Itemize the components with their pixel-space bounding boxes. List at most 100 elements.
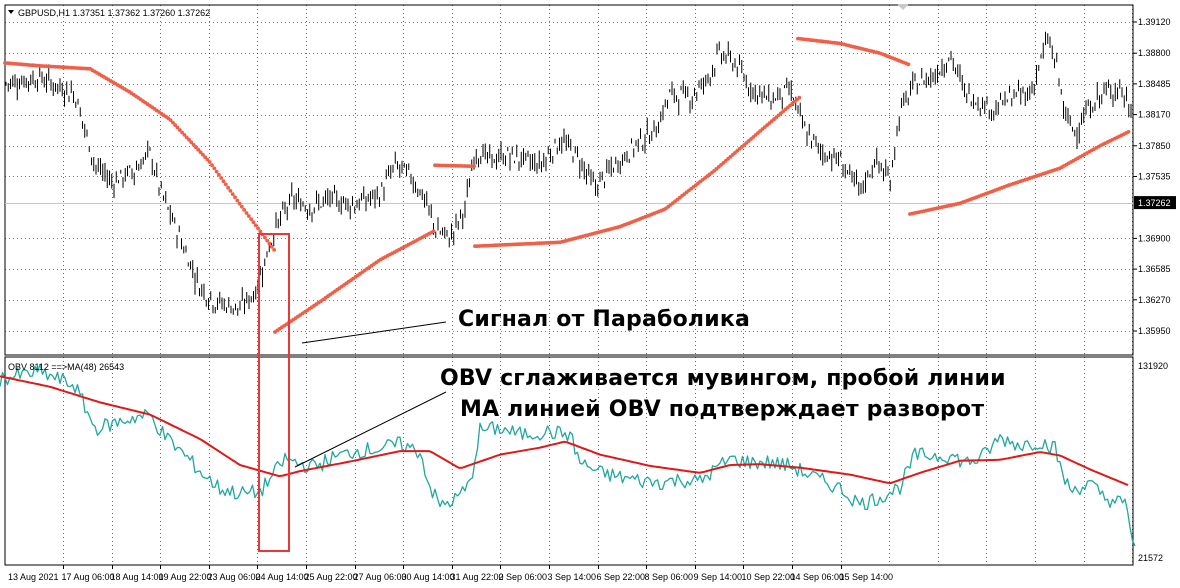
parabolic-sar-dot bbox=[267, 241, 272, 246]
parabolic-sar-dot bbox=[219, 176, 224, 180]
parabolic-sar-dot bbox=[233, 195, 237, 200]
parabolic-sar-dot bbox=[194, 145, 198, 150]
x-tick-label: 3 Sep 14:00 bbox=[548, 572, 597, 582]
parabolic-sar-dot bbox=[240, 204, 244, 209]
price-tick-label: 1.36900 bbox=[1138, 233, 1171, 243]
x-tick-label: 14 Sep 06:00 bbox=[791, 572, 845, 582]
parabolic-sar-dot bbox=[265, 238, 270, 243]
obv-ma-line bbox=[0, 375, 1129, 487]
parabolic-sar-dot bbox=[182, 133, 187, 137]
parabolic-sar-dot bbox=[1126, 130, 1131, 134]
parabolic-sar-dot bbox=[221, 179, 226, 184]
signal-highlight-box bbox=[258, 233, 290, 552]
x-tick-label: 13 Aug 2021 bbox=[8, 572, 59, 582]
x-tick-label: 25 Aug 22:00 bbox=[305, 572, 358, 582]
annotation-pointer-obv bbox=[294, 391, 447, 468]
symbol-info: GBPUSD,H1 1.37351 1.37362 1.37260 1.3726… bbox=[18, 8, 211, 18]
x-tick-label: 30 Aug 14:00 bbox=[402, 572, 455, 582]
x-tick-label: 19 Aug 22:00 bbox=[159, 572, 212, 582]
current-price-marker bbox=[1134, 196, 1176, 210]
parabolic-sar-dot bbox=[214, 169, 219, 174]
x-tick-label: 23 Aug 06:00 bbox=[208, 572, 261, 582]
x-tick-label: 2 Sep 06:00 bbox=[499, 572, 548, 582]
shift-marker-icon bbox=[897, 4, 909, 10]
parabolic-sar-dot bbox=[203, 155, 208, 160]
parabolic-sar-dot bbox=[797, 95, 802, 100]
obv-tick-label: 21572 bbox=[1138, 553, 1163, 563]
parabolic-sar-dot bbox=[196, 147, 201, 152]
obv-tick-label: 131920 bbox=[1138, 361, 1168, 371]
parabolic-sar-dot bbox=[184, 135, 189, 140]
parabolic-sar-dot bbox=[249, 217, 254, 222]
parabolic-sar-dot bbox=[263, 235, 267, 240]
x-tick-label: 24 Aug 14:00 bbox=[256, 572, 309, 582]
parabolic-sar-dot bbox=[171, 120, 175, 125]
parabolic-sar-dot bbox=[191, 142, 196, 147]
parabolic-sar-dot bbox=[223, 182, 228, 187]
annotation-pointer-signal bbox=[301, 321, 447, 344]
parabolic-sar-dot bbox=[189, 140, 194, 145]
parabolic-sar-dot bbox=[228, 189, 233, 193]
parabolic-sar-dot bbox=[431, 229, 436, 234]
parabolic-sar-dot bbox=[217, 172, 221, 177]
parabolic-sar-dot bbox=[198, 150, 203, 155]
annotation-obv-line2: MA линией OBV подтверждает разворот bbox=[460, 397, 985, 422]
parabolic-sar-dot bbox=[906, 62, 911, 67]
parabolic-sar-segment bbox=[473, 95, 802, 249]
price-tick-label: 1.36270 bbox=[1138, 295, 1171, 305]
parabolic-sar-dot bbox=[242, 208, 247, 212]
x-tick-label: 9 Sep 14:00 bbox=[694, 572, 743, 582]
parabolic-sar-dot bbox=[180, 130, 185, 135]
parabolic-sar-segment bbox=[796, 36, 911, 67]
parabolic-sar-segment bbox=[273, 229, 436, 334]
obv-line bbox=[0, 363, 1136, 547]
parabolic-sar-dot bbox=[210, 163, 214, 168]
price-tick-label: 1.39120 bbox=[1138, 17, 1171, 27]
symbol-dropdown-icon bbox=[8, 10, 14, 14]
parabolic-sar-dot bbox=[175, 125, 180, 130]
parabolic-sar-dot bbox=[230, 192, 235, 197]
parabolic-sar-dot bbox=[168, 118, 173, 122]
price-panel-frame bbox=[4, 4, 1134, 356]
price-tick-label: 1.35950 bbox=[1138, 326, 1171, 336]
x-tick-label: 17 Aug 06:00 bbox=[62, 572, 115, 582]
parabolic-sar-segment bbox=[433, 163, 476, 169]
x-tick-label: 8 Sep 06:00 bbox=[645, 572, 694, 582]
parabolic-sar-dot bbox=[200, 152, 205, 157]
x-tick-label: 6 Sep 22:00 bbox=[597, 572, 646, 582]
price-tick-label: 1.37850 bbox=[1138, 141, 1171, 151]
parabolic-sar-dot bbox=[472, 164, 476, 169]
parabolic-sar-dot bbox=[226, 185, 231, 190]
parabolic-sar-dot bbox=[177, 128, 182, 132]
parabolic-sar-segment bbox=[3, 61, 276, 252]
parabolic-sar-dot bbox=[272, 248, 276, 252]
price-tick-label: 1.37535 bbox=[1138, 172, 1171, 182]
parabolic-sar-dot bbox=[173, 123, 178, 127]
price-tick-label: 1.38485 bbox=[1138, 79, 1171, 89]
annotation-obv-line1: OBV сглаживается мувингом, пробой линии bbox=[440, 366, 1006, 391]
x-tick-label: 31 Aug 22:00 bbox=[451, 572, 504, 582]
price-tick-label: 1.37262 bbox=[1138, 198, 1171, 208]
parabolic-sar-dot bbox=[235, 198, 240, 203]
price-tick-label: 1.36585 bbox=[1138, 264, 1171, 274]
parabolic-sar-dot bbox=[253, 223, 258, 228]
parabolic-sar-segment bbox=[908, 130, 1131, 216]
indicator-info: OBV 8112 ==>MA(48) 26543 bbox=[8, 362, 125, 372]
price-tick-label: 1.38800 bbox=[1138, 48, 1171, 58]
parabolic-sar-dot bbox=[187, 137, 191, 142]
parabolic-sar-dot bbox=[212, 166, 217, 171]
parabolic-sar-dot bbox=[237, 201, 242, 206]
x-tick-label: 10 Sep 22:00 bbox=[742, 572, 796, 582]
x-tick-label: 15 Sep 14:00 bbox=[840, 572, 894, 582]
annotation-parabolic-signal: Сигнал от Параболика bbox=[458, 307, 751, 332]
parabolic-sar-dot bbox=[207, 160, 212, 164]
parabolic-sar-dot bbox=[258, 229, 263, 234]
candles bbox=[5, 31, 1132, 316]
parabolic-sar-dot bbox=[246, 214, 251, 218]
price-tick-label: 1.38170 bbox=[1138, 110, 1171, 120]
parabolic-sar-dot bbox=[269, 244, 274, 249]
x-tick-label: 27 Aug 06:00 bbox=[354, 572, 407, 582]
parabolic-sar-dot bbox=[251, 220, 256, 225]
